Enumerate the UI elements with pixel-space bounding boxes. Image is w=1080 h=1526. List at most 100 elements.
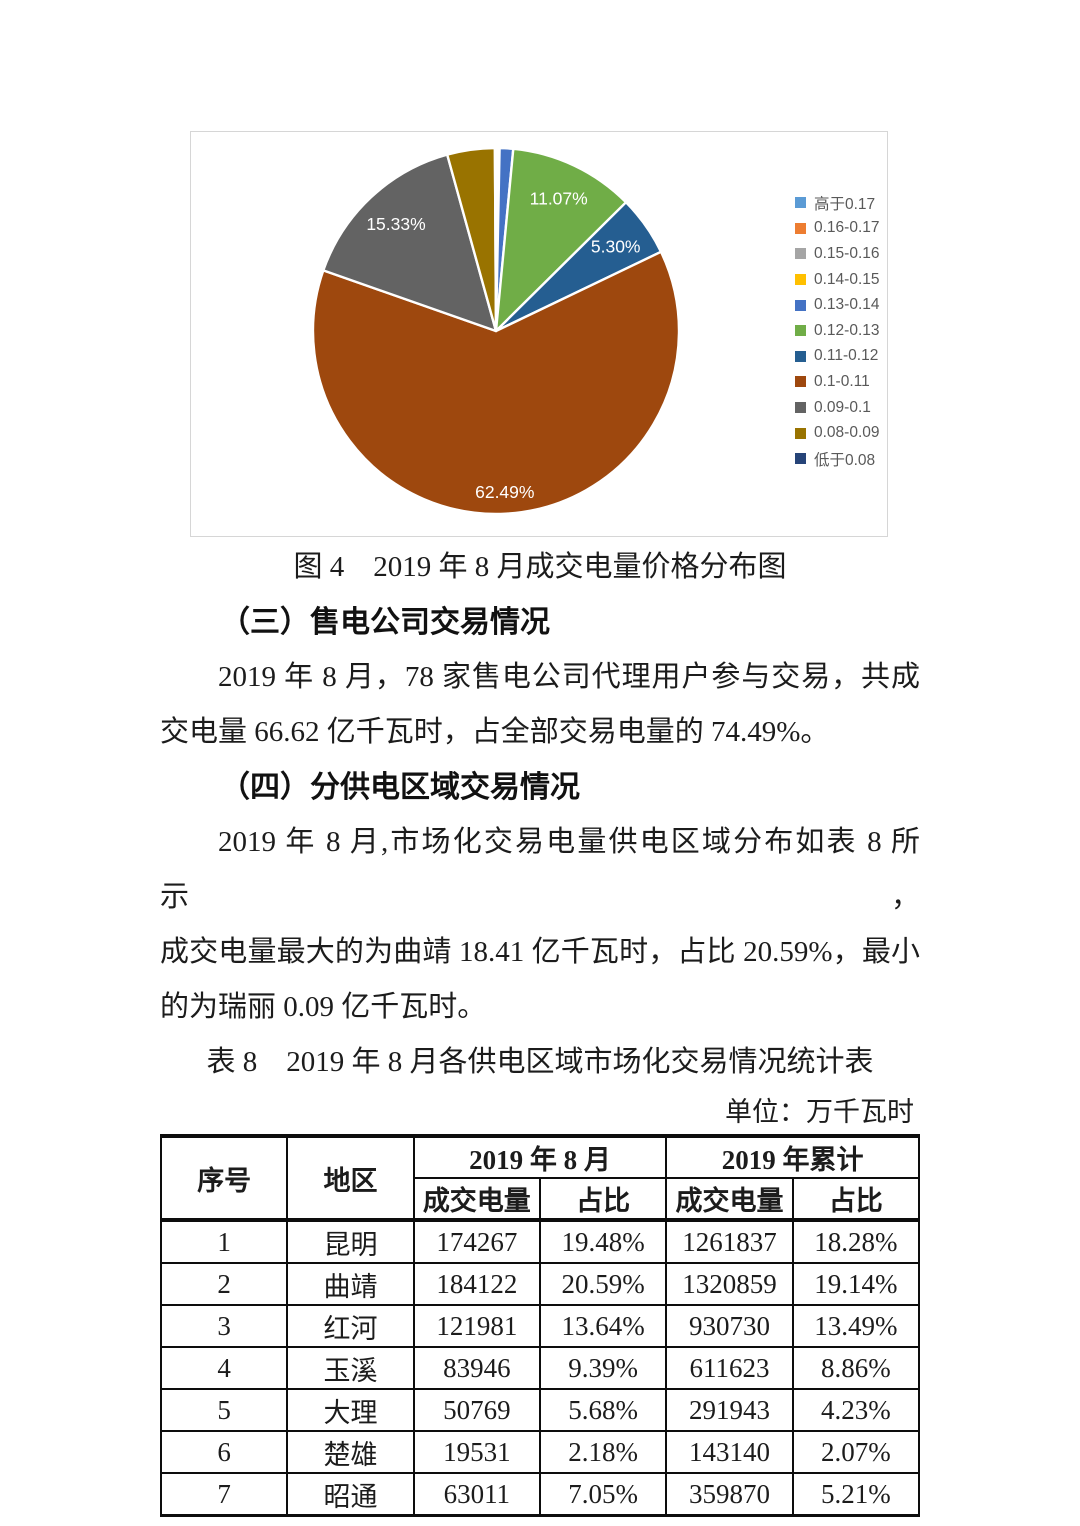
legend-item: 0.15-0.16 (795, 241, 880, 267)
header-cum-volume: 成交电量 (665, 1177, 794, 1222)
table-cell-seq: 6 (159, 1430, 289, 1474)
legend-swatch-icon (795, 453, 806, 465)
legend-swatch-icon (795, 274, 806, 286)
table-row: 6 楚雄 19531 2.18% 143140 2.07% (159, 1430, 921, 1474)
legend-swatch-icon (795, 376, 806, 388)
table-cell-region: 曲靖 (286, 1262, 415, 1306)
legend-swatch-icon (795, 197, 806, 209)
pie-slice-低于0.08 (493, 146, 498, 333)
legend-item: 高于0.17 (795, 190, 880, 216)
legend-item: 0.13-0.14 (795, 292, 880, 318)
pie-chart: 11.07% 5.30% 62.49% 15.33% (311, 146, 681, 516)
legend-swatch-icon (795, 222, 806, 234)
section-heading: （三）售电公司交易情况 (220, 606, 550, 639)
table-cell-aug_volume: 184122 (412, 1262, 541, 1306)
table-cell-cum_volume: 1261837 (665, 1219, 794, 1264)
table-cell-cum_volume: 611623 (665, 1346, 794, 1390)
pie-slice-0.12-0.13 (494, 147, 628, 333)
table-cell-region: 昆明 (286, 1219, 415, 1264)
region-stats-table: 序号 地区 2019 年 8 月 2019 年累计 成交电量 占比 成交电量 占… (159, 1134, 921, 1517)
pie-slice-0.09-0.1 (322, 153, 498, 333)
legend-label: 低于0.08 (814, 451, 876, 469)
legend-swatch-icon (795, 299, 806, 311)
legend-label: 0.09-0.1 (814, 398, 871, 416)
header-aug-share: 占比 (538, 1177, 668, 1222)
paragraph-line: 2019 年 8 月,市场化交易电量供电区域分布如表 8 所示， (160, 826, 920, 913)
legend-label: 0.12-0.13 (814, 321, 880, 339)
legend-item: 0.16-0.17 (795, 216, 880, 242)
table-row: 1 昆明 174267 19.48% 1261837 18.28% (159, 1219, 921, 1264)
legend-item: 0.1-0.11 (795, 369, 880, 395)
legend-swatch-icon (795, 402, 806, 414)
pie-data-label: 5.30% (591, 237, 641, 257)
table-cell-aug_share: 2.18% (538, 1430, 668, 1474)
legend-label: 0.13-0.14 (814, 296, 880, 314)
table-cell-aug_share: 7.05% (538, 1472, 668, 1517)
header-seq: 序号 (159, 1135, 289, 1222)
legend-item: 0.14-0.15 (795, 267, 880, 293)
section-heading: （四）分供电区域交易情况 (220, 771, 580, 804)
paragraph-line: 2019 年 8 月，78 家售电公司代理用户参与交易，共成 (218, 661, 920, 693)
table-cell-aug_volume: 19531 (412, 1430, 541, 1474)
table-unit-note: 单位：万千瓦时 (725, 1097, 914, 1127)
table-cell-aug_volume: 83946 (412, 1346, 541, 1390)
legend-swatch-icon (795, 427, 806, 439)
table-cell-cum_share: 8.86% (791, 1346, 921, 1390)
legend-label: 0.15-0.16 (814, 244, 880, 262)
legend-label: 0.11-0.12 (814, 347, 879, 365)
table-row: 3 红河 121981 13.64% 930730 13.49% (159, 1304, 921, 1348)
table-cell-aug_volume: 121981 (412, 1304, 541, 1348)
table-cell-region: 玉溪 (286, 1346, 415, 1390)
table-cell-seq: 1 (159, 1219, 289, 1264)
table-cell-aug_volume: 63011 (412, 1472, 541, 1517)
chart-legend: 高于0.17 0.16-0.17 0.15-0.16 0.14-0.15 0.13-0.… (795, 190, 880, 472)
table-cell-aug_share: 20.59% (538, 1262, 668, 1306)
table-cell-aug_share: 5.68% (538, 1388, 668, 1432)
table-cell-aug_share: 13.64% (538, 1304, 668, 1348)
table-cell-aug_volume: 50769 (412, 1388, 541, 1432)
legend-item: 0.11-0.12 (795, 344, 880, 370)
price-distribution-chart: 11.07% 5.30% 62.49% 15.33% 高于0.17 0.16-0.17 0… (190, 131, 888, 537)
legend-item: 0.08-0.09 (795, 420, 880, 446)
table-row: 2 曲靖 184122 20.59% 1320859 19.14% (159, 1262, 921, 1306)
legend-item: 低于0.08 (795, 446, 880, 472)
legend-label: 0.16-0.17 (814, 219, 880, 237)
table-cell-cum_volume: 930730 (665, 1304, 794, 1348)
paragraph-line: 成交电量最大的为曲靖 18.41 亿千瓦时，占比 20.59%，最小 (160, 936, 920, 968)
table-row: 7 昭通 63011 7.05% 359870 5.21% (159, 1472, 921, 1517)
legend-label: 0.08-0.09 (814, 424, 880, 442)
sections: （三）售电公司交易情况 2019 年 8 月，78 家售电公司代理用户参与交易，共… (160, 595, 920, 1035)
table-cell-seq: 4 (159, 1346, 289, 1390)
table-cell-cum_volume: 143140 (665, 1430, 794, 1474)
table-cell-aug_volume: 174267 (412, 1219, 541, 1264)
table-cell-region: 红河 (286, 1304, 415, 1348)
header-cum-share: 占比 (791, 1177, 921, 1222)
table-cell-cum_share: 4.23% (791, 1388, 921, 1432)
legend-swatch-icon (795, 350, 806, 362)
header-aug-volume: 成交电量 (412, 1177, 541, 1222)
header-region: 地区 (286, 1135, 415, 1222)
pie-slice-0.1-0.11 (311, 250, 681, 516)
table-row: 4 玉溪 83946 9.39% 611623 8.86% (159, 1346, 921, 1390)
table-cell-seq: 3 (159, 1304, 289, 1348)
table-cell-cum_share: 18.28% (791, 1219, 921, 1264)
paragraph-line: 交电量 66.62 亿千瓦时，占全部交易电量的 74.49%。 (160, 716, 830, 748)
table-cell-seq: 2 (159, 1262, 289, 1306)
table-cell-cum_share: 19.14% (791, 1262, 921, 1306)
table-body: 1 昆明 174267 19.48% 1261837 18.28% 2 曲靖 184122 20.… (159, 1219, 921, 1517)
header-august-group: 2019 年 8 月 (412, 1135, 668, 1179)
table-cell-aug_share: 9.39% (538, 1346, 668, 1390)
table-row: 5 大理 50769 5.68% 291943 4.23% (159, 1388, 921, 1432)
table-cell-cum_share: 5.21% (791, 1472, 921, 1517)
table-title: 表 8 2019 年 8 月各供电区域市场化交易情况统计表 (206, 1046, 874, 1078)
pie-data-label: 62.49% (475, 482, 534, 502)
table-header: 序号 地区 2019 年 8 月 2019 年累计 成交电量 占比 成交电量 占… (159, 1135, 921, 1222)
table-cell-cum_volume: 359870 (665, 1472, 794, 1517)
pie-data-label: 11.07% (530, 189, 588, 209)
figure-caption: 图 4 2019 年 8 月成交电量价格分布图 (293, 551, 787, 583)
table-cell-cum_share: 2.07% (791, 1430, 921, 1474)
legend-swatch-icon (795, 325, 806, 337)
legend-label: 高于0.17 (814, 195, 876, 213)
table-cell-region: 楚雄 (286, 1430, 415, 1474)
